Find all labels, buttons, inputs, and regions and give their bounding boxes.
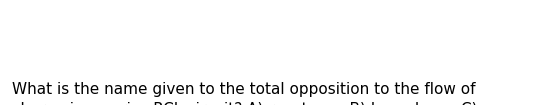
Text: What is the name given to the total opposition to the flow of
charge in a series: What is the name given to the total oppo… <box>12 82 478 105</box>
